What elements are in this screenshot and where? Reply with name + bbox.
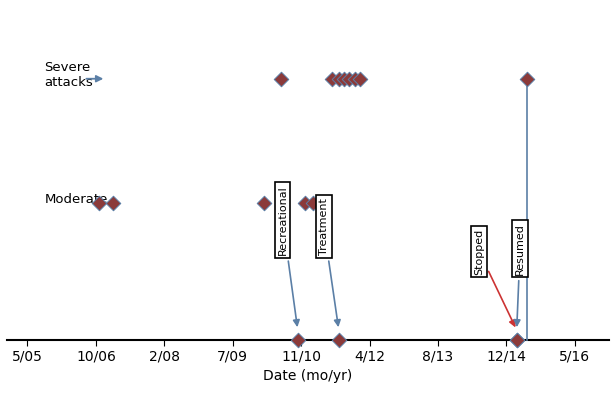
Text: Severe
attacks: Severe attacks	[44, 62, 94, 89]
Point	[512, 337, 522, 343]
Text: Resumed: Resumed	[514, 223, 525, 326]
Text: Moderate: Moderate	[44, 193, 108, 206]
Point	[334, 337, 344, 343]
X-axis label: Date (mo/yr): Date (mo/yr)	[264, 369, 352, 383]
Point	[108, 200, 118, 206]
Point	[355, 75, 365, 82]
Text: Stopped: Stopped	[474, 228, 515, 326]
Point	[299, 200, 309, 206]
Point	[293, 337, 302, 343]
Point	[334, 75, 344, 82]
Point	[344, 75, 354, 82]
Point	[339, 75, 349, 82]
Point	[94, 200, 104, 206]
Point	[309, 200, 318, 206]
Text: Treatment: Treatment	[318, 198, 340, 326]
Text: Recreational: Recreational	[278, 185, 299, 326]
Point	[327, 75, 337, 82]
Point	[512, 337, 522, 343]
Point	[522, 75, 532, 82]
Point	[350, 75, 360, 82]
Point	[259, 200, 269, 206]
Point	[276, 75, 286, 82]
